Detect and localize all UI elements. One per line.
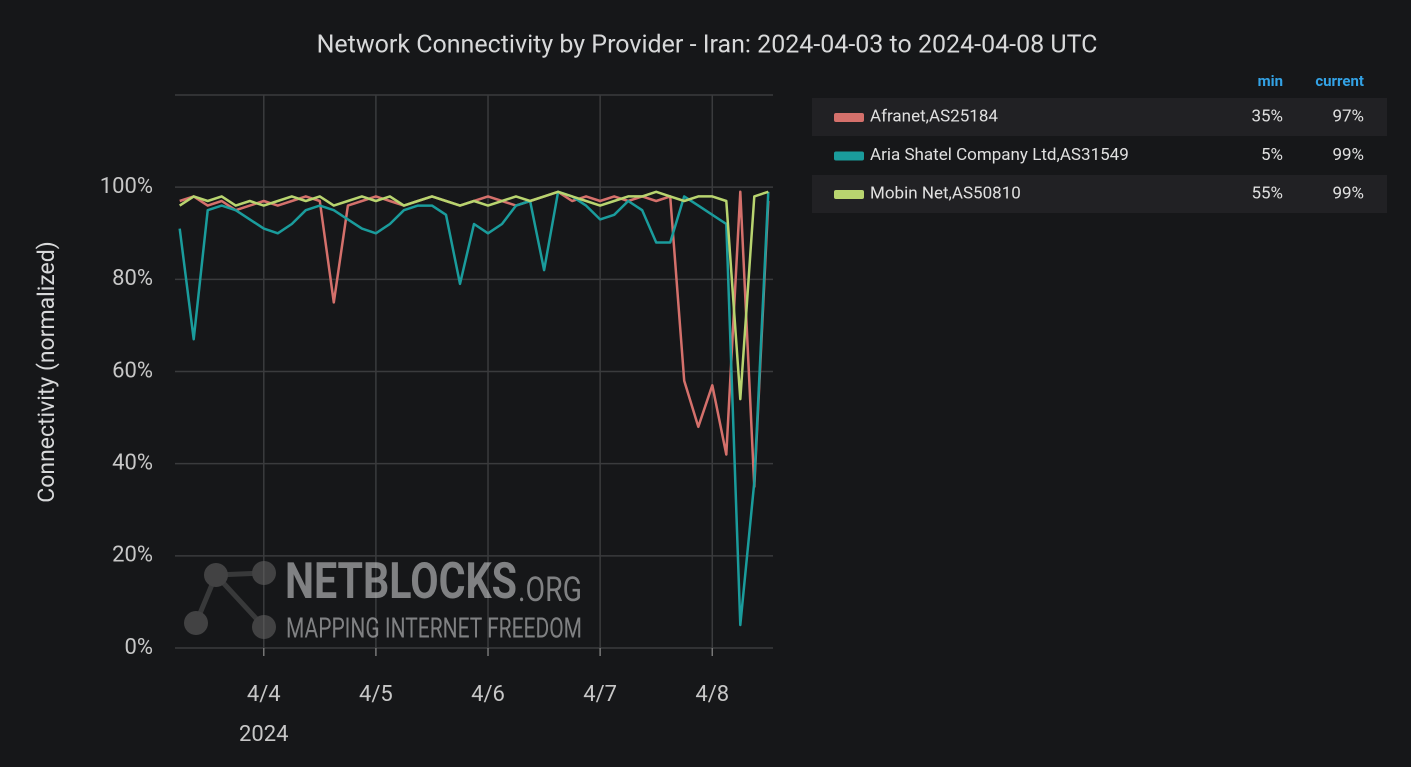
x-tick-label: 4/7 (583, 682, 617, 707)
x-tick-label: 4/8 (695, 682, 729, 707)
series-line (179, 190, 769, 401)
x-year-label: 2024 (239, 722, 288, 747)
y-tick-label: 20% (112, 543, 153, 568)
y-tick-label: 60% (112, 358, 153, 383)
legend-column-header: current (1315, 72, 1364, 90)
y-tick-label: 80% (112, 266, 153, 291)
legend-label: Afranet,AS25184 (870, 106, 998, 126)
legend-stat: 99% (1332, 183, 1364, 203)
watermark-domain: .ORG (518, 570, 582, 610)
legend-swatch (834, 113, 864, 122)
y-tick-label: 40% (112, 450, 153, 475)
y-tick-label: 100% (100, 174, 153, 199)
y-tick-label: 0% (125, 635, 153, 660)
legend-row (812, 175, 1387, 213)
x-tick-label: 4/5 (359, 682, 393, 707)
legend-label: Mobin Net,AS50810 (870, 183, 1021, 203)
legend-stat: 55% (1251, 183, 1283, 203)
legend-swatch (834, 151, 864, 161)
legend-row (812, 98, 1387, 136)
legend-stat: 99% (1332, 145, 1364, 165)
watermark-brand: NETBLOCKS (285, 553, 517, 611)
x-tick-label: 4/4 (247, 682, 281, 707)
logo-node (184, 611, 208, 635)
legend-column-header: min (1258, 72, 1283, 90)
logo-node (252, 615, 276, 639)
series-line (178, 190, 770, 627)
logo-node (204, 563, 228, 587)
legend-stat: 35% (1251, 106, 1283, 126)
y-axis-label: Connectivity (normalized) (33, 241, 60, 502)
logo-node (252, 561, 276, 585)
legend-stat: 97% (1332, 106, 1364, 126)
legend-label: Aria Shatel Company Ltd,AS31549 (870, 145, 1129, 165)
watermark: NETBLOCKS .ORG MAPPING INTERNET FREEDOM (184, 553, 582, 644)
watermark-tagline: MAPPING INTERNET FREEDOM (286, 611, 582, 644)
x-tick-label: 4/6 (471, 682, 505, 707)
legend-swatch (834, 190, 864, 199)
chart-title: Network Connectivity by Provider - Iran:… (317, 31, 1098, 60)
legend-stat: 5% (1261, 145, 1283, 165)
